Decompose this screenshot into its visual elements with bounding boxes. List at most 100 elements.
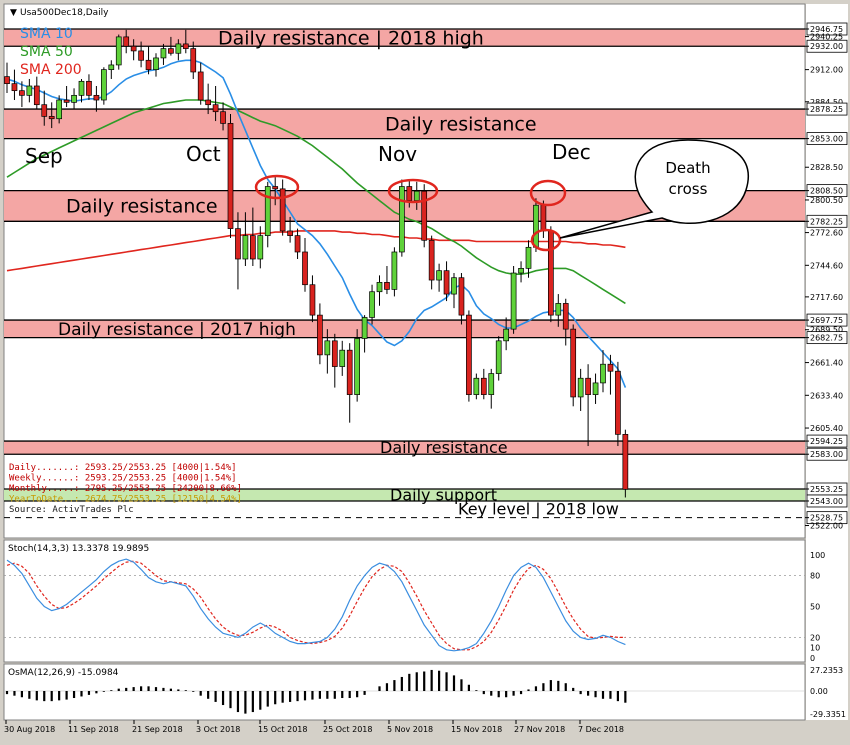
legend-item-0: SMA 10 — [20, 26, 73, 42]
price-axis-label-3: 2912.00 — [810, 66, 843, 75]
candle-body-77 — [577, 377, 584, 398]
time-axis-label-4: 15 Oct 2018 — [258, 725, 307, 734]
zone-band-4 — [4, 441, 805, 455]
candle-body-52 — [391, 251, 398, 290]
zone-band-3 — [4, 320, 805, 338]
time-axis-label-2: 21 Sep 2018 — [132, 725, 183, 734]
candle-body-81 — [607, 363, 614, 372]
info-line-4: Source: ActivTrades Plc — [9, 505, 134, 515]
price-axis-label-4: 2884.50 — [810, 98, 843, 107]
stoch-signal-line — [6, 560, 626, 651]
price-axis-label-24: 2528.75 — [810, 514, 843, 523]
price-axis-label-16: 2682.75 — [810, 334, 843, 343]
candle-body-34 — [257, 235, 264, 260]
highlight-circle-nov — [387, 178, 439, 204]
window-title: Usa500Dec18,Daily — [20, 8, 109, 18]
candle-body-13 — [100, 69, 107, 101]
sma10-line — [6, 59, 627, 388]
candle-body-8 — [63, 99, 70, 103]
price-axis-label-22: 2553.25 — [810, 485, 843, 494]
price-axis-label-6: 2853.00 — [810, 135, 843, 144]
price-axis-label-18: 2633.40 — [810, 391, 843, 400]
candle-body-16 — [123, 36, 130, 47]
candle-body-2 — [19, 90, 25, 96]
price-axis-label-11: 2772.60 — [810, 229, 843, 238]
price-axis-label-9: 2800.50 — [810, 196, 843, 205]
candle-body-26 — [197, 71, 204, 101]
death-cross-callout: Death cross — [559, 139, 749, 239]
candle-body-22 — [168, 48, 174, 54]
candle-body-76 — [570, 328, 577, 398]
candle-body-40 — [302, 251, 308, 286]
candle-body-23 — [175, 43, 182, 54]
price-axis-label-20: 2594.25 — [810, 437, 843, 446]
title-dropdown-icon[interactable]: ▼ — [10, 8, 17, 18]
callout-text-line2: cross — [669, 180, 708, 198]
price-axis-label-2: 2932.00 — [810, 42, 843, 51]
candle-body-31 — [235, 228, 241, 260]
time-axis-label-8: 27 Nov 2018 — [514, 725, 565, 734]
sma200-line — [6, 230, 626, 272]
stoch-label: Stoch(14,3,3) 13.3378 19.9895 — [8, 544, 149, 554]
candle-body-4 — [33, 85, 40, 106]
zone-band-0 — [4, 29, 805, 47]
time-axis-label-5: 25 Oct 2018 — [323, 725, 372, 734]
price-axis-label-17: 2661.40 — [810, 359, 843, 368]
candle-body-11 — [86, 80, 92, 96]
osma-axis-label-2: -29.3351 — [810, 710, 846, 719]
death-cross-circle — [530, 228, 562, 252]
candle-body-74 — [555, 303, 562, 316]
osma-histogram — [4, 669, 805, 714]
annotation-circles — [254, 174, 567, 252]
candle-body-60 — [451, 277, 457, 295]
osma-axis-label-0: 27.2353 — [810, 666, 843, 675]
key-level-label: Key level | 2018 low — [458, 500, 619, 519]
info-line-1: Weekly......: 2593.25/2553.25 [4000|1.54… — [9, 474, 237, 484]
legend-item-2: SMA 200 — [20, 62, 82, 78]
candle-body-79 — [592, 382, 599, 395]
stoch-axis-label-0: 100 — [810, 551, 825, 560]
price-pane[interactable] — [3, 3, 806, 539]
price-axis-label-14: 2697.75 — [810, 316, 843, 325]
month-label-nov: Nov — [378, 142, 417, 166]
zone-labels-layer: Daily resistance | 2018 high Daily resist… — [58, 27, 619, 518]
candle-body-41 — [309, 284, 316, 316]
zone-band-5 — [4, 489, 805, 501]
price-axis-label-13: 2717.60 — [810, 293, 843, 302]
price-axis-label-1: 2940.25 — [810, 33, 843, 42]
zone-label-2: Daily resistance — [66, 196, 218, 218]
candle-body-15 — [115, 36, 122, 66]
candle-body-25 — [190, 48, 197, 73]
month-label-sep: Sep — [25, 144, 63, 168]
info-line-2: Monthly.....: 2795.25/2553.25 [24200|8.6… — [9, 484, 242, 494]
price-axis-label-15: 2689.50 — [810, 326, 843, 335]
candle-body-36 — [272, 186, 279, 190]
osma-pane[interactable] — [3, 663, 806, 721]
zone-label-1: Daily resistance — [385, 113, 537, 135]
callout-text-line1: Death — [665, 159, 710, 177]
zone-label-4: Daily resistance — [380, 438, 508, 457]
legend-item-1: SMA 50 — [20, 44, 73, 60]
candle-body-82 — [615, 370, 621, 435]
candle-body-78 — [585, 377, 591, 395]
candle-body-6 — [48, 116, 55, 120]
candle-body-3 — [26, 85, 33, 96]
candle-body-53 — [399, 186, 405, 253]
candle-body-20 — [153, 57, 159, 70]
time-axis-label-1: 11 Sep 2018 — [68, 725, 119, 734]
candle-body-19 — [145, 59, 152, 70]
candle-body-66 — [495, 340, 502, 374]
highlight-circle-oct — [254, 174, 300, 200]
candle-body-69 — [518, 268, 524, 274]
candle-body-67 — [503, 328, 509, 342]
stoch-pane[interactable] — [3, 539, 806, 663]
candle-body-71 — [533, 204, 539, 248]
candle-body-7 — [56, 99, 63, 120]
candle-body-32 — [242, 235, 249, 260]
info-line-0: Daily.......: 2593.25/2553.25 [4000|1.54… — [9, 463, 237, 473]
info-line-3: YearToDate..: 2674.75/2553.25 [12150|4.5… — [9, 495, 242, 505]
osma-axis-labels: 27.2353 0.00 -29.3351 — [810, 666, 846, 719]
candle-body-9 — [71, 94, 77, 103]
